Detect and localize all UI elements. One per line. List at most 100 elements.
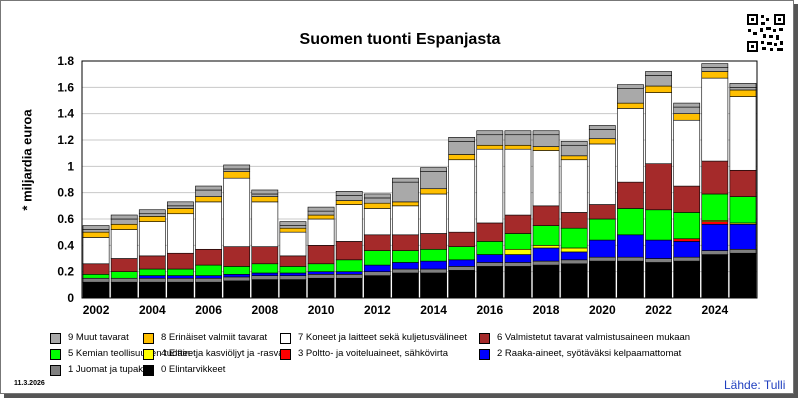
bar-segment [673,238,701,242]
bar-segment [392,268,419,274]
bar-segment [335,200,363,205]
legend-label: 8 Erinäiset valmiit tavarat [161,332,268,343]
legend-swatch [479,333,490,344]
bar-segment [307,277,335,299]
bar-segment [167,205,194,209]
bar-segment [82,281,110,299]
bar-segment [588,260,616,299]
bar-segment [420,233,447,250]
bar-segment [588,138,616,145]
bar-segment [701,77,729,162]
bar-segment [476,148,504,224]
bar-segment [363,271,391,276]
bar-cap [645,71,672,76]
bar-cap [701,63,729,68]
bar-segment [167,213,194,254]
bar-cap [504,130,532,136]
x-tick-label: 2012 [364,303,391,317]
bar-segment [504,248,532,255]
bar-segment [729,223,757,250]
y-tick-label: 1.4 [57,107,74,121]
bar-segment [279,231,307,257]
bar-segment [420,260,447,270]
bar-segment [279,275,307,280]
bar-segment [307,263,335,272]
bar-segment [701,160,729,195]
bar-segment [448,159,476,233]
legend-swatch [479,349,490,360]
bar-segment [335,241,363,261]
bar-segment [195,281,222,299]
bar-segment [392,205,419,236]
bar-segment [251,193,279,197]
bar-segment [279,227,307,233]
bar-segment [588,143,616,205]
bar-segment [251,279,279,299]
bar-segment [532,146,560,151]
legend-swatch [280,333,291,344]
bar-segment [560,227,588,249]
x-tick-label: 2024 [701,303,728,317]
bar-segment [560,251,588,261]
plot-area [82,61,757,298]
legend-label: 4 Eläin- ja kasviöljyt ja -rasvat [161,348,287,359]
bar-segment [279,225,307,229]
bar-segment [532,134,560,147]
bar-segment [307,210,335,216]
bar-segment [223,266,251,275]
bar-segment [167,252,194,270]
bar-segment [335,259,363,272]
bar-segment [701,221,729,225]
legend-swatch [50,365,61,376]
legend-label: 0 Elintarvikkeet [161,364,226,375]
x-tick-label: 2008 [251,303,278,317]
bar-segment [476,254,504,263]
bar-segment [223,276,251,282]
bar-cap [335,191,363,196]
bar-segment [195,264,222,276]
legend-label: 3 Poltto- ja voiteluaineet, sähkövirta [298,348,448,359]
x-tick-label: 2018 [533,303,560,317]
bar-segment [673,106,701,114]
bar-segment [532,245,560,249]
legend-label: 1 Juomat ja tupakka [68,364,154,375]
qr-code-icon[interactable] [746,13,786,53]
bar-segment [645,75,672,87]
bar-cap [617,84,644,89]
y-tick-label: 0 [67,291,74,305]
bar-segment [701,67,729,72]
bar-segment [673,212,701,240]
bar-segment [504,144,532,150]
bar-segment [617,108,644,183]
legend-swatch [50,349,61,360]
bar-segment [645,258,672,263]
x-tick-label: 2010 [308,303,335,317]
bar-segment [560,259,588,265]
bar-segment [560,263,588,299]
bar-segment [335,204,363,242]
bar-segment [448,270,476,299]
bar-segment [110,229,138,259]
bar-cap [167,201,194,207]
bar-segment [476,222,504,242]
bar-segment [729,89,757,97]
x-tick-label: 2022 [645,303,672,317]
y-tick-label: 0.4 [57,238,74,252]
bar-segment [138,221,166,257]
bar-segment [701,250,729,255]
bar-segment [504,233,532,250]
bar-segment [167,275,194,279]
bar-cap [363,193,391,199]
bar-segment [82,273,110,279]
chart-title: Suomen tuonti Espanjasta [299,31,501,48]
bar-segment [448,141,476,155]
bar-segment [110,271,138,279]
bar-segment [279,266,307,274]
bar-cap [138,209,166,215]
bar-segment [645,85,672,93]
y-tick-label: 0.8 [57,186,74,200]
bar-segment [476,134,504,146]
bar-segment [532,205,560,226]
